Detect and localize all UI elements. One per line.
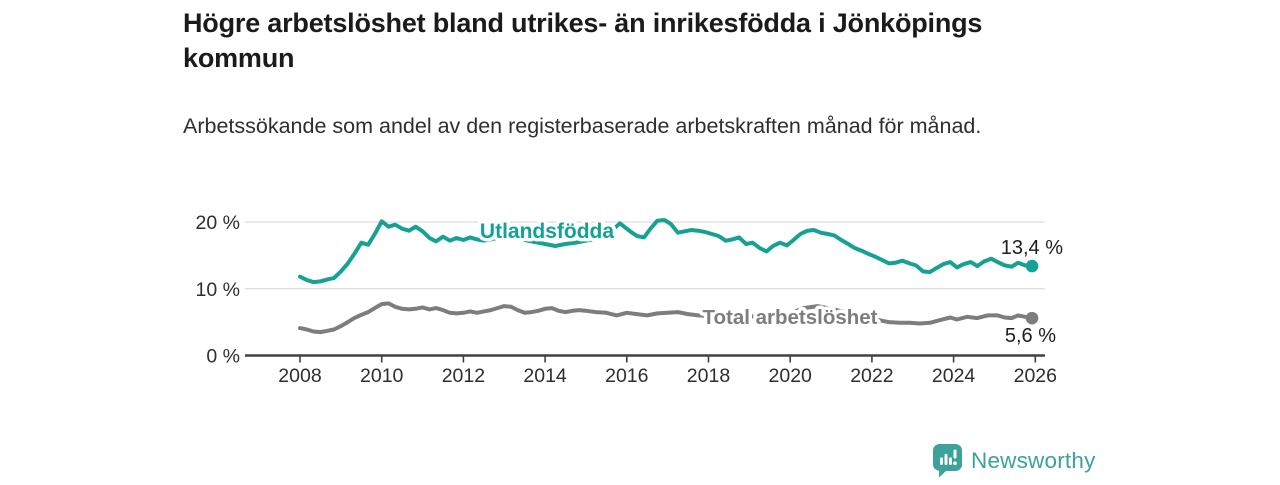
end-dot-utlandsfodda <box>1025 259 1039 273</box>
chart-subtitle: Arbetssökande som andel av den registerb… <box>183 114 982 138</box>
x-tick-label: 2024 <box>932 365 976 387</box>
y-tick-label: 10 % <box>196 279 240 301</box>
y-tick-label: 0 % <box>206 346 240 368</box>
series-line-utlandsfodda <box>298 218 1034 285</box>
end-value-label-utlandsfodda: 13,4 % <box>1001 237 1063 259</box>
chart-title: Högre arbetslöshet bland utrikes- än inr… <box>183 8 983 73</box>
end-dot-total <box>1025 311 1039 325</box>
x-tick-label: 2016 <box>605 365 648 387</box>
x-tick-label: 2008 <box>278 365 321 387</box>
x-tick-label: 2012 <box>442 365 485 387</box>
end-value-label-total: 5,6 % <box>1005 325 1056 347</box>
x-tick-label: 2026 <box>1014 365 1057 387</box>
x-tick-label: 2014 <box>523 365 567 387</box>
series-label-total: Total arbetslöshet <box>702 306 877 329</box>
x-tick-label: 2022 <box>850 365 893 387</box>
series-line-total <box>298 301 1034 335</box>
brand-name: Newsworthy <box>971 448 1096 473</box>
x-tick-label: 2018 <box>687 365 730 387</box>
series-label-utlandsfodda: Utlandsfödda <box>480 220 614 243</box>
x-tick-label: 2020 <box>769 365 813 387</box>
x-tick-label: 2010 <box>360 365 404 387</box>
bar-chart-speech-bubble-icon <box>933 444 962 478</box>
newsworthy-logo: Newsworthy <box>933 444 1096 478</box>
y-tick-label: 20 % <box>196 212 240 234</box>
